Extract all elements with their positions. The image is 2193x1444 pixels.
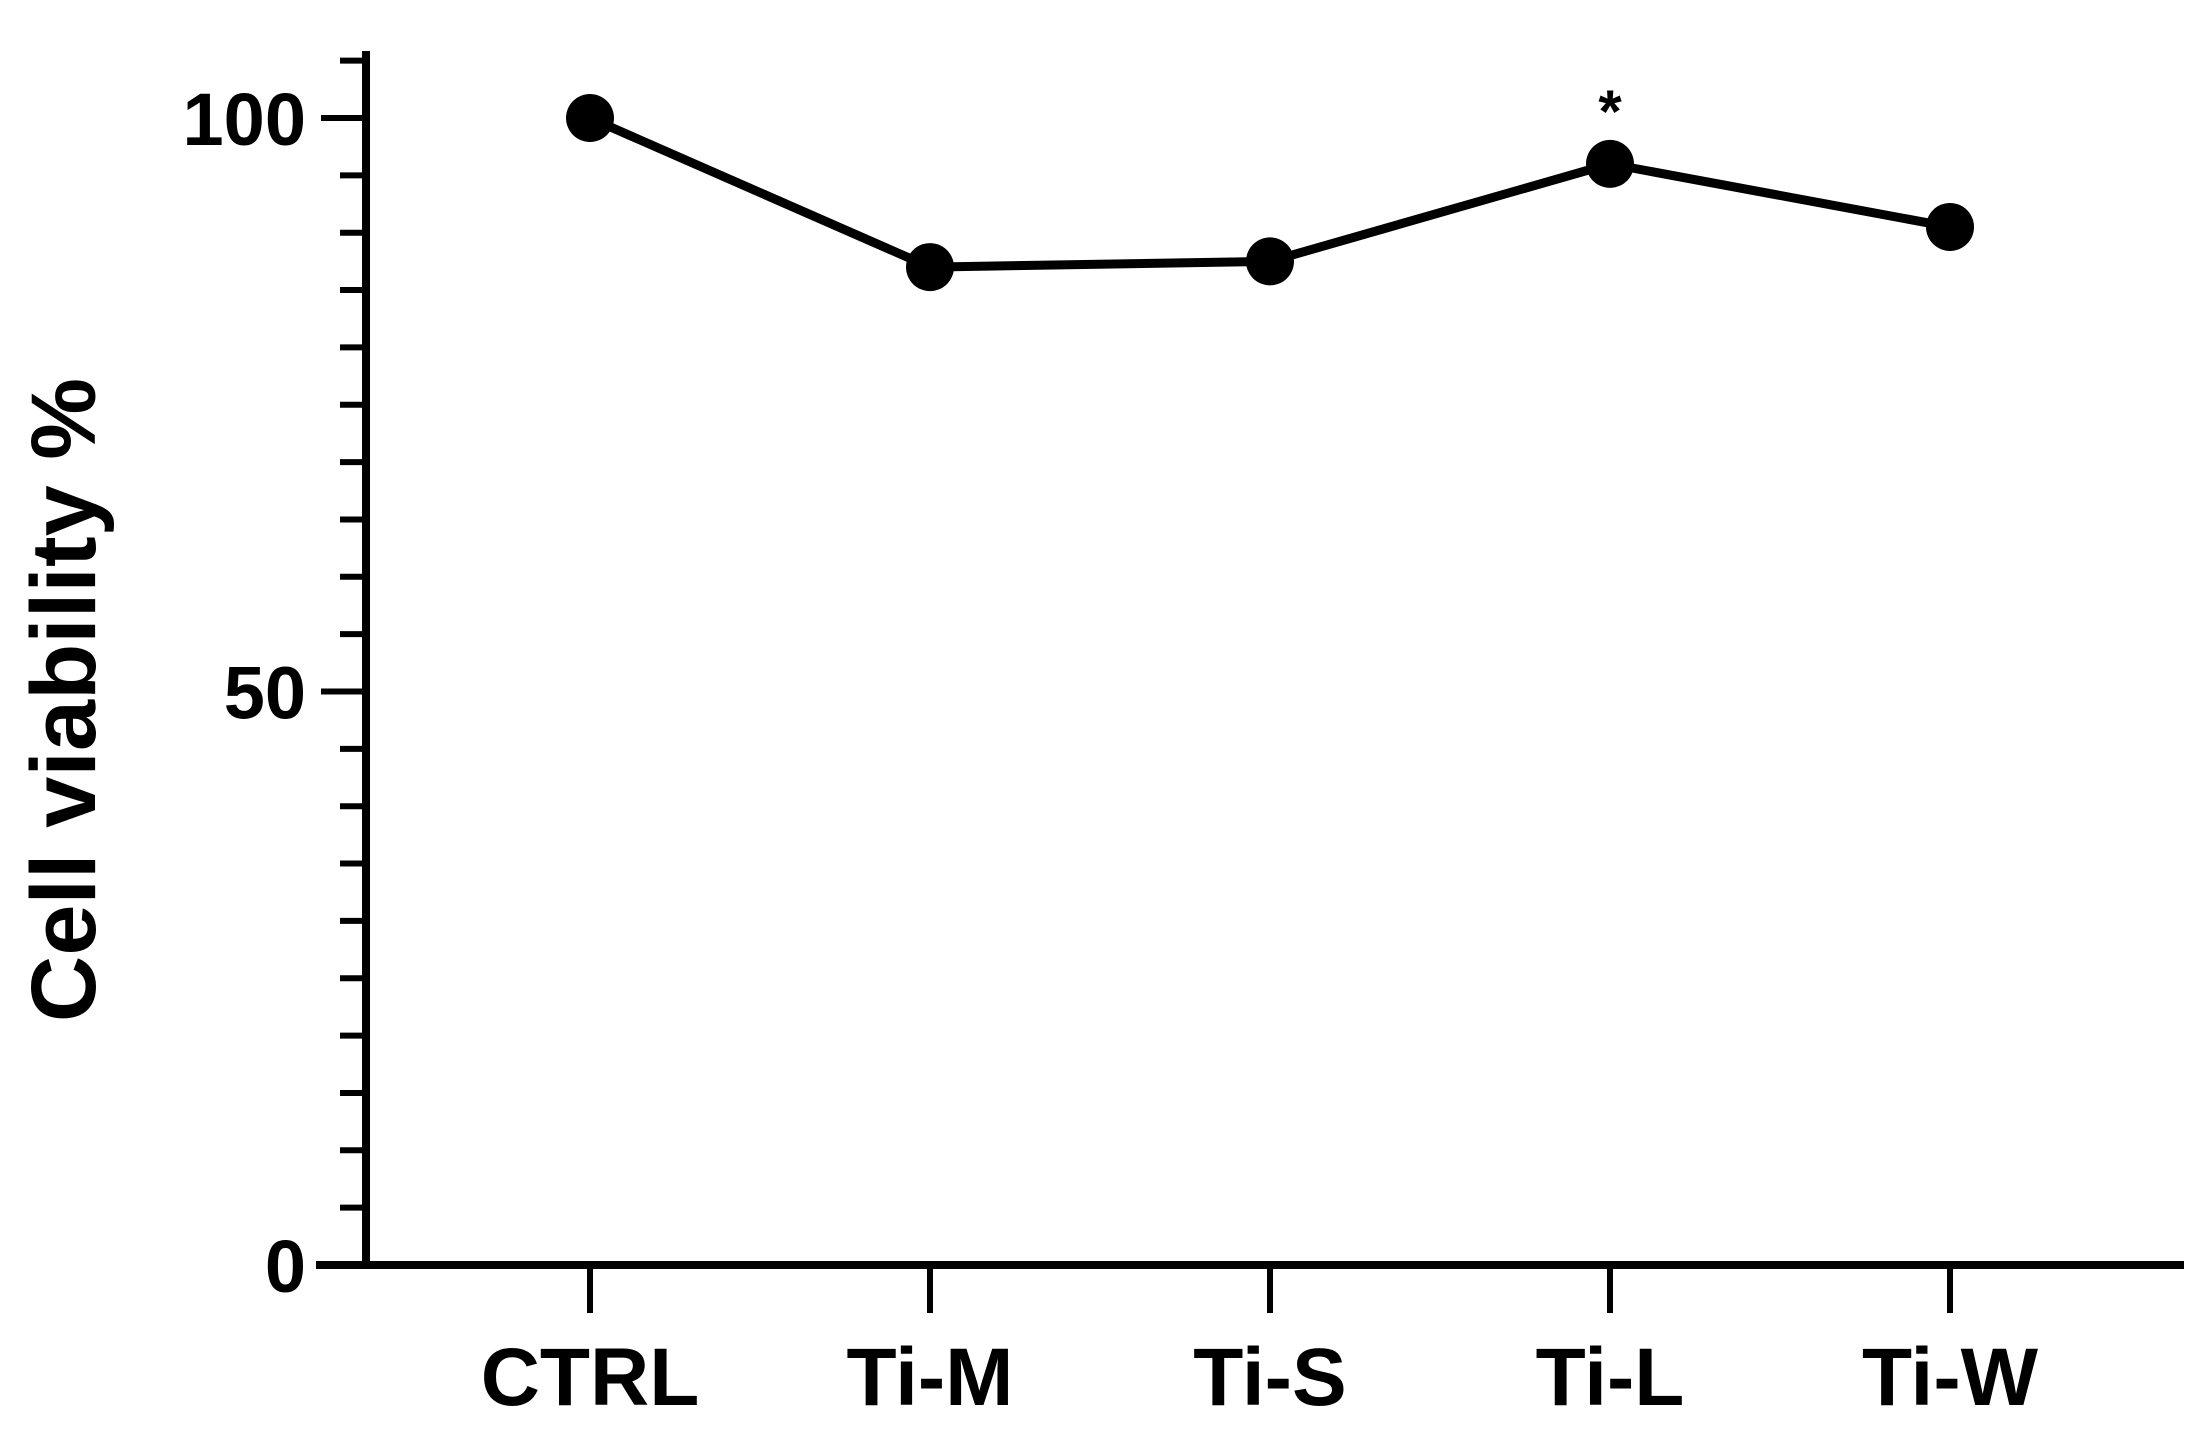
data-point-ctrl <box>566 94 614 142</box>
annotations: * <box>1598 78 1622 145</box>
data-point-ti-w <box>1926 202 1974 251</box>
y-axis-tick-labels: 0 50 100 <box>183 78 306 1308</box>
data-point-ti-m <box>906 243 954 292</box>
x-tick-label-ti-m: Ti-M <box>846 1332 1013 1423</box>
x-axis-tick-labels: CTRL Ti-M Ti-S Ti-L Ti-W <box>481 1332 2039 1423</box>
x-tick-label-ti-l: Ti-L <box>1536 1332 1685 1423</box>
x-tick-label-ti-w: Ti-W <box>1862 1332 2039 1423</box>
significance-annotation: * <box>1598 78 1622 145</box>
y-tick-label: 50 <box>224 652 306 735</box>
x-axis-ticks <box>587 1265 1953 1313</box>
y-tick-label: 100 <box>183 78 306 161</box>
x-tick-label-ti-s: Ti-S <box>1193 1332 1346 1423</box>
y-axis-label: Cell viability % <box>13 378 115 1022</box>
y-tick-label: 0 <box>265 1225 306 1308</box>
data-point-ti-l <box>1586 139 1634 188</box>
data-point-ti-s <box>1246 237 1294 286</box>
y-axis-ticks <box>321 57 366 1268</box>
x-tick-label-ctrl: CTRL <box>481 1332 700 1423</box>
data-points <box>566 94 1974 292</box>
